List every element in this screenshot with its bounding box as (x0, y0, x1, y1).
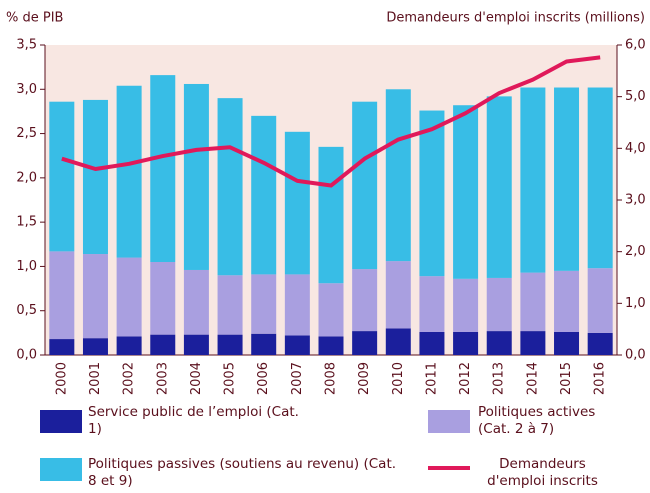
bar-segment (217, 334, 243, 355)
x-tick-label: 2004 (189, 362, 204, 395)
bar-segment (554, 87, 580, 271)
x-tick-label: 2002 (122, 362, 137, 395)
bar-segment (453, 331, 479, 355)
bar-segment (251, 115, 277, 275)
x-tick-label: 2009 (357, 362, 372, 395)
bar-segment (183, 334, 209, 355)
bar-segment (116, 257, 142, 337)
bar-segment (419, 276, 445, 332)
y-tick-label: 2,0 (16, 170, 37, 185)
x-tick-label: 2014 (525, 362, 540, 395)
bar-segment (217, 98, 243, 276)
y2-axis-title: Demandeurs d'emploi inscrits (millions) (386, 11, 645, 26)
x-tick-label: 2013 (492, 362, 507, 395)
bar-segment (352, 101, 378, 270)
y2-tick-label: 4,0 (625, 141, 646, 156)
y-tick-label: 3,5 (16, 38, 37, 53)
legend-label: Service public de l’emploi (Cat. 1) (88, 404, 299, 437)
y2-tick-label: 2,0 (625, 244, 646, 259)
bar-segment (183, 83, 209, 270)
legend-label: Politiques actives (Cat. 2 à 7) (478, 404, 596, 437)
bar-segment (284, 335, 310, 355)
bar-segment (352, 331, 378, 355)
bar-segment (486, 96, 512, 278)
bar-segment (217, 275, 243, 335)
bar-segment (116, 336, 142, 355)
bar-segment (587, 268, 613, 333)
x-tick-label: 2010 (391, 362, 406, 395)
bar-segment (251, 333, 277, 355)
bar-segment (318, 336, 344, 355)
bar-segment (183, 269, 209, 335)
bar-segment (520, 331, 546, 355)
bar-segment (284, 131, 310, 275)
y-tick-label: 1,0 (16, 259, 37, 274)
bar-segment (82, 254, 108, 339)
x-tick-label: 2001 (88, 362, 103, 395)
legend-swatch (428, 466, 470, 470)
x-tick-label: 2007 (290, 362, 305, 395)
bar-segment (385, 89, 411, 262)
x-tick-label: 2000 (54, 362, 69, 395)
y-tick-label: 0,5 (16, 303, 37, 318)
bar-segment (419, 110, 445, 277)
bar-segment (419, 331, 445, 355)
bar-segment (116, 85, 142, 258)
x-tick-label: 2016 (593, 362, 608, 395)
chart: % de PIB Demandeurs d'emploi inscrits (m… (6, 11, 646, 396)
x-tick-label: 2008 (324, 362, 339, 395)
y-tick-label: 1,5 (16, 215, 37, 230)
bar-segment (352, 269, 378, 332)
bar-segment (49, 101, 75, 252)
y-tick-label: 3,0 (16, 82, 37, 97)
legend-label: Demandeurs d'emploi inscrits (487, 456, 598, 489)
bar-segment (385, 328, 411, 355)
bar-segment (554, 270, 580, 332)
bar-segment (82, 99, 108, 255)
x-tick-label: 2011 (424, 362, 439, 395)
bar-segment (49, 251, 75, 340)
bar-segment (453, 278, 479, 332)
bar-segment (486, 277, 512, 332)
legend-label: Politiques passives (soutiens au revenu)… (88, 456, 397, 489)
x-tick-label: 2003 (155, 362, 170, 395)
bar-segment (385, 261, 411, 329)
y2-tick-label: 0,0 (625, 348, 646, 363)
y-tick-label: 0,0 (16, 348, 37, 363)
bar-segment (49, 339, 75, 355)
x-tick-label: 2012 (458, 362, 473, 395)
bar-segment (82, 338, 108, 355)
y2-tick-label: 6,0 (625, 38, 646, 53)
line-series (61, 55, 601, 188)
bar-segment (486, 331, 512, 355)
legend-swatch (40, 410, 82, 433)
y-tick-label: 2,5 (16, 126, 37, 141)
legend-swatch (40, 458, 82, 481)
bar-segment (150, 75, 176, 262)
bar-segment (554, 331, 580, 355)
bar-segment (251, 274, 277, 334)
bar-segment (587, 87, 613, 269)
bar-segment (520, 272, 546, 332)
legend-swatch (428, 410, 470, 433)
x-tick-label: 2015 (559, 362, 574, 395)
bar-segment (587, 332, 613, 355)
bar-segment (318, 146, 344, 284)
bar-segment (520, 87, 546, 273)
bar-segment (453, 105, 479, 279)
bar-segment (284, 274, 310, 336)
y2-tick-label: 3,0 (625, 193, 646, 208)
bar-segment (318, 283, 344, 337)
y2-tick-label: 5,0 (625, 89, 646, 104)
bar-segment (150, 334, 176, 355)
y-axis-title: % de PIB (6, 11, 63, 26)
bar-segment (150, 262, 176, 335)
x-tick-label: 2006 (256, 362, 271, 395)
y2-tick-label: 1,0 (625, 296, 646, 311)
x-tick-label: 2005 (223, 362, 238, 395)
